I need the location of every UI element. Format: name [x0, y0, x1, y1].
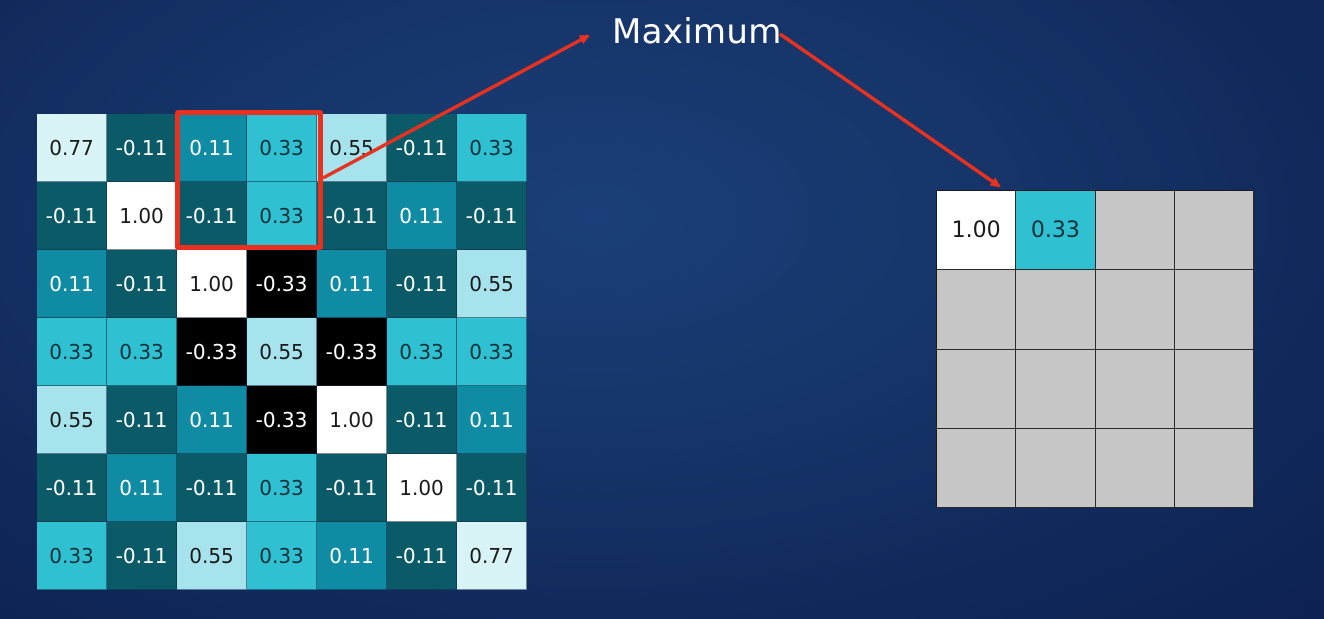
input-cell: -0.11 [107, 522, 177, 590]
output-cell [1174, 349, 1254, 429]
input-cell: 0.55 [457, 250, 527, 318]
input-cell: 0.77 [37, 114, 107, 182]
output-cell [1095, 191, 1175, 271]
input-cell: 0.33 [387, 318, 457, 386]
arrow-to-output [779, 32, 1001, 188]
input-cell: 0.11 [107, 454, 177, 522]
input-cell: -0.11 [387, 522, 457, 590]
input-cell: -0.11 [457, 454, 527, 522]
input-cell: 0.11 [177, 114, 247, 182]
input-cell: -0.11 [107, 250, 177, 318]
pooling-window-highlight [175, 110, 323, 250]
output-cell: 1.00 [937, 191, 1017, 271]
input-cell: 1.00 [177, 250, 247, 318]
input-cell: 0.33 [457, 114, 527, 182]
input-feature-map: 0.77 -0.11 0.11 0.33 0.55 -0.11 0.33 -0.11 1.00-… [37, 114, 527, 590]
output-cell: 0.33 [1016, 191, 1096, 271]
input-cell: 0.11 [387, 182, 457, 250]
input-cell: -0.33 [247, 386, 317, 454]
input-cell: 0.11 [37, 250, 107, 318]
input-cell: 0.33 [247, 522, 317, 590]
input-cell: -0.11 [317, 182, 387, 250]
maximum-label: Maximum [612, 12, 782, 52]
input-cell: 0.11 [317, 250, 387, 318]
input-cell: -0.11 [177, 182, 247, 250]
input-cell: 0.33 [37, 318, 107, 386]
output-cell [1095, 428, 1175, 508]
input-cell: 0.55 [317, 114, 387, 182]
input-cell: 1.00 [107, 182, 177, 250]
output-cell [1174, 428, 1254, 508]
input-cell: -0.11 [107, 386, 177, 454]
input-cell: 0.55 [177, 522, 247, 590]
input-cell: -0.33 [317, 318, 387, 386]
input-cell: 0.33 [37, 522, 107, 590]
output-cell [1095, 270, 1175, 350]
output-cell [1016, 270, 1096, 350]
output-cell [937, 270, 1017, 350]
input-cell: 0.77 [457, 522, 527, 590]
input-cell: 0.11 [177, 386, 247, 454]
input-cell: 0.11 [317, 522, 387, 590]
input-cell: 0.33 [107, 318, 177, 386]
output-cell [1174, 191, 1254, 271]
input-cell: 0.55 [247, 318, 317, 386]
output-cell [937, 428, 1017, 508]
input-cell: -0.11 [387, 250, 457, 318]
input-cell: 0.55 [37, 386, 107, 454]
output-cell [937, 349, 1017, 429]
input-cell: -0.11 [317, 454, 387, 522]
input-cell: -0.11 [387, 114, 457, 182]
output-cell [1016, 349, 1096, 429]
output-cell [1174, 270, 1254, 350]
input-cell: -0.11 [457, 182, 527, 250]
input-cell: 0.33 [247, 454, 317, 522]
arrow-to-maximum [322, 34, 590, 180]
output-cell [1016, 428, 1096, 508]
input-cell: 0.33 [247, 114, 317, 182]
input-cell: 0.33 [247, 182, 317, 250]
input-cell: -0.11 [37, 182, 107, 250]
input-cell: -0.11 [107, 114, 177, 182]
input-cell: -0.33 [177, 318, 247, 386]
pooled-output-map: 1.00 0.33 [936, 190, 1254, 508]
input-cell: -0.33 [247, 250, 317, 318]
input-cell: 0.11 [457, 386, 527, 454]
input-cell: 1.00 [317, 386, 387, 454]
input-cell: -0.11 [37, 454, 107, 522]
input-cell: -0.11 [387, 386, 457, 454]
output-cell [1095, 349, 1175, 429]
input-cell: 1.00 [387, 454, 457, 522]
input-cell: 0.33 [457, 318, 527, 386]
input-cell: -0.11 [177, 454, 247, 522]
